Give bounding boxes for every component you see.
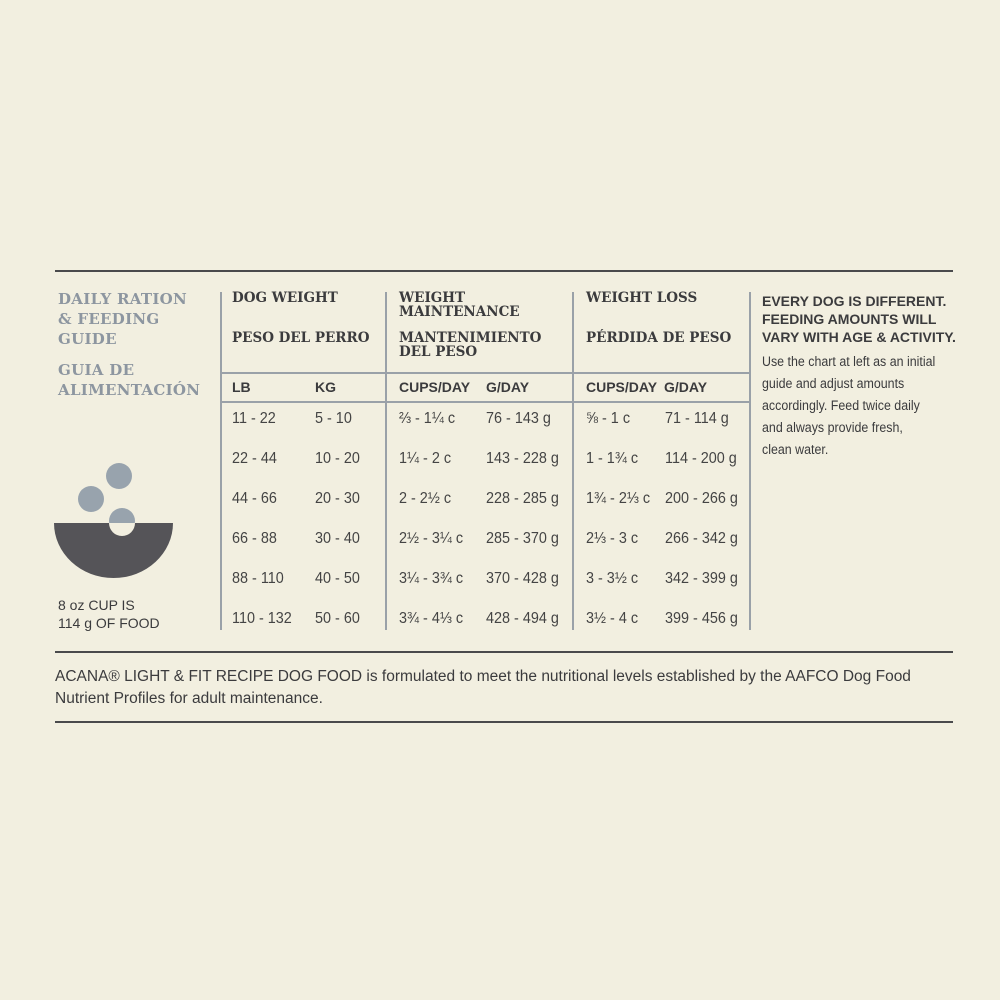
divider	[385, 292, 387, 630]
maintenance-header: WEIGHT MAINTENANCE	[399, 290, 520, 320]
side-text-line: guide and adjust amounts	[762, 376, 905, 391]
side-heading-line: VARY WITH AGE & ACTIVITY.	[762, 329, 956, 345]
table-cell: 3½ - 4 c	[586, 610, 639, 627]
divider	[220, 292, 222, 630]
header-rule	[221, 372, 750, 374]
table-cell: 200 - 266 g	[665, 490, 738, 507]
col-maint-grams: G/DAY	[486, 379, 530, 395]
footer-statement: ACANA® LIGHT & FIT RECIPE DOG FOOD is fo…	[55, 668, 911, 707]
table-cell: 76 - 143 g	[486, 410, 551, 427]
middle-rule	[55, 651, 953, 653]
maintenance-header-es: MANTENIMIENTO DEL PESO	[399, 330, 542, 360]
table-cell: 143 - 228 g	[486, 450, 559, 467]
table-cell: 114 - 200 g	[665, 450, 737, 467]
loss-header-es: PÉRDIDA DE PESO	[586, 330, 732, 346]
side-text-line: and always provide fresh,	[762, 420, 903, 435]
col-maint-cups: CUPS/DAY	[399, 379, 471, 395]
dog-weight-header: DOG WEIGHT	[232, 290, 338, 306]
table-cell: 10 - 20	[315, 450, 360, 467]
guide-title-es: GUIA DE ALIMENTACIÓN	[58, 360, 200, 400]
table-cell: 30 - 40	[315, 530, 360, 547]
table-cell: 228 - 285 g	[486, 490, 559, 507]
cup-note: 8 oz CUP IS 114 g OF FOOD	[58, 596, 160, 632]
guide-title-line: DAILY RATION	[58, 290, 188, 308]
col-loss-cups: CUPS/DAY	[586, 379, 658, 395]
loss-header: WEIGHT LOSS	[586, 290, 698, 306]
table-cell: 110 - 132	[232, 610, 292, 627]
subheader-rule	[221, 401, 750, 403]
table-cell: 20 - 30	[315, 490, 360, 507]
table-cell: 1 - 1¾ c	[586, 450, 639, 467]
table-cell: 44 - 66	[232, 490, 277, 507]
table-cell: 11 - 22	[232, 410, 276, 427]
side-text-line: Use the chart at left as an initial	[762, 354, 936, 369]
table-cell: 285 - 370 g	[486, 530, 559, 547]
table-cell: 266 - 342 g	[665, 530, 738, 547]
guide-title-line: GUIDE	[58, 330, 117, 348]
table-cell: 3¼ - 3¾ c	[399, 570, 464, 587]
table-cell: 88 - 110	[232, 570, 284, 587]
table-cell: 2⅓ - 3 c	[586, 530, 639, 547]
table-cell: 5 - 10	[315, 410, 352, 427]
table-cell: 2½ - 3¼ c	[399, 530, 464, 547]
table-cell: 50 - 60	[315, 610, 360, 627]
side-text: Use the chart at left as an initial guid…	[762, 351, 955, 461]
side-note: EVERY DOG IS DIFFERENT. FEEDING AMOUNTS …	[762, 292, 962, 461]
side-heading-line: FEEDING AMOUNTS WILL	[762, 311, 937, 327]
guide-title-es-line: ALIMENTACIÓN	[58, 381, 201, 399]
bowl-with-kibble-icon	[54, 463, 173, 578]
cup-note-line: 8 oz CUP IS	[58, 597, 135, 613]
table-cell: 71 - 114 g	[665, 410, 729, 427]
cup-note-line: 114 g OF FOOD	[58, 615, 160, 631]
divider	[749, 292, 751, 630]
bottom-rule	[55, 721, 953, 723]
table-cell: 399 - 456 g	[665, 610, 738, 627]
guide-title-es-line: GUIA DE	[58, 361, 135, 379]
table-cell: 66 - 88	[232, 530, 277, 547]
table-cell: 3 - 3½ c	[586, 570, 639, 587]
table-cell: 1¾ - 2⅓ c	[586, 490, 651, 507]
table-cell: ⅝ - 1 c	[586, 410, 631, 427]
side-heading: EVERY DOG IS DIFFERENT. FEEDING AMOUNTS …	[762, 292, 962, 346]
col-lb: LB	[232, 379, 251, 395]
table-cell: 342 - 399 g	[665, 570, 738, 587]
divider	[572, 292, 574, 630]
top-rule	[55, 270, 953, 272]
table-cell: 1¼ - 2 c	[399, 450, 452, 467]
table-cell: 40 - 50	[315, 570, 360, 587]
table-cell: 22 - 44	[232, 450, 277, 467]
table-cell: 370 - 428 g	[486, 570, 559, 587]
dog-weight-header-es: PESO DEL PERRO	[232, 330, 370, 346]
table-cell: ⅔ - 1¼ c	[399, 410, 456, 427]
guide-title: DAILY RATION & FEEDING GUIDE	[58, 289, 187, 349]
side-text-line: accordingly. Feed twice daily	[762, 398, 920, 413]
guide-title-line: & FEEDING	[58, 310, 160, 328]
col-kg: KG	[315, 379, 336, 395]
col-loss-grams: G/DAY	[664, 379, 708, 395]
table-cell: 3¾ - 4⅓ c	[399, 610, 464, 627]
side-text-line: clean water.	[762, 442, 829, 457]
table-cell: 2 - 2½ c	[399, 490, 452, 507]
table-cell: 428 - 494 g	[486, 610, 559, 627]
side-heading-line: EVERY DOG IS DIFFERENT.	[762, 293, 947, 309]
